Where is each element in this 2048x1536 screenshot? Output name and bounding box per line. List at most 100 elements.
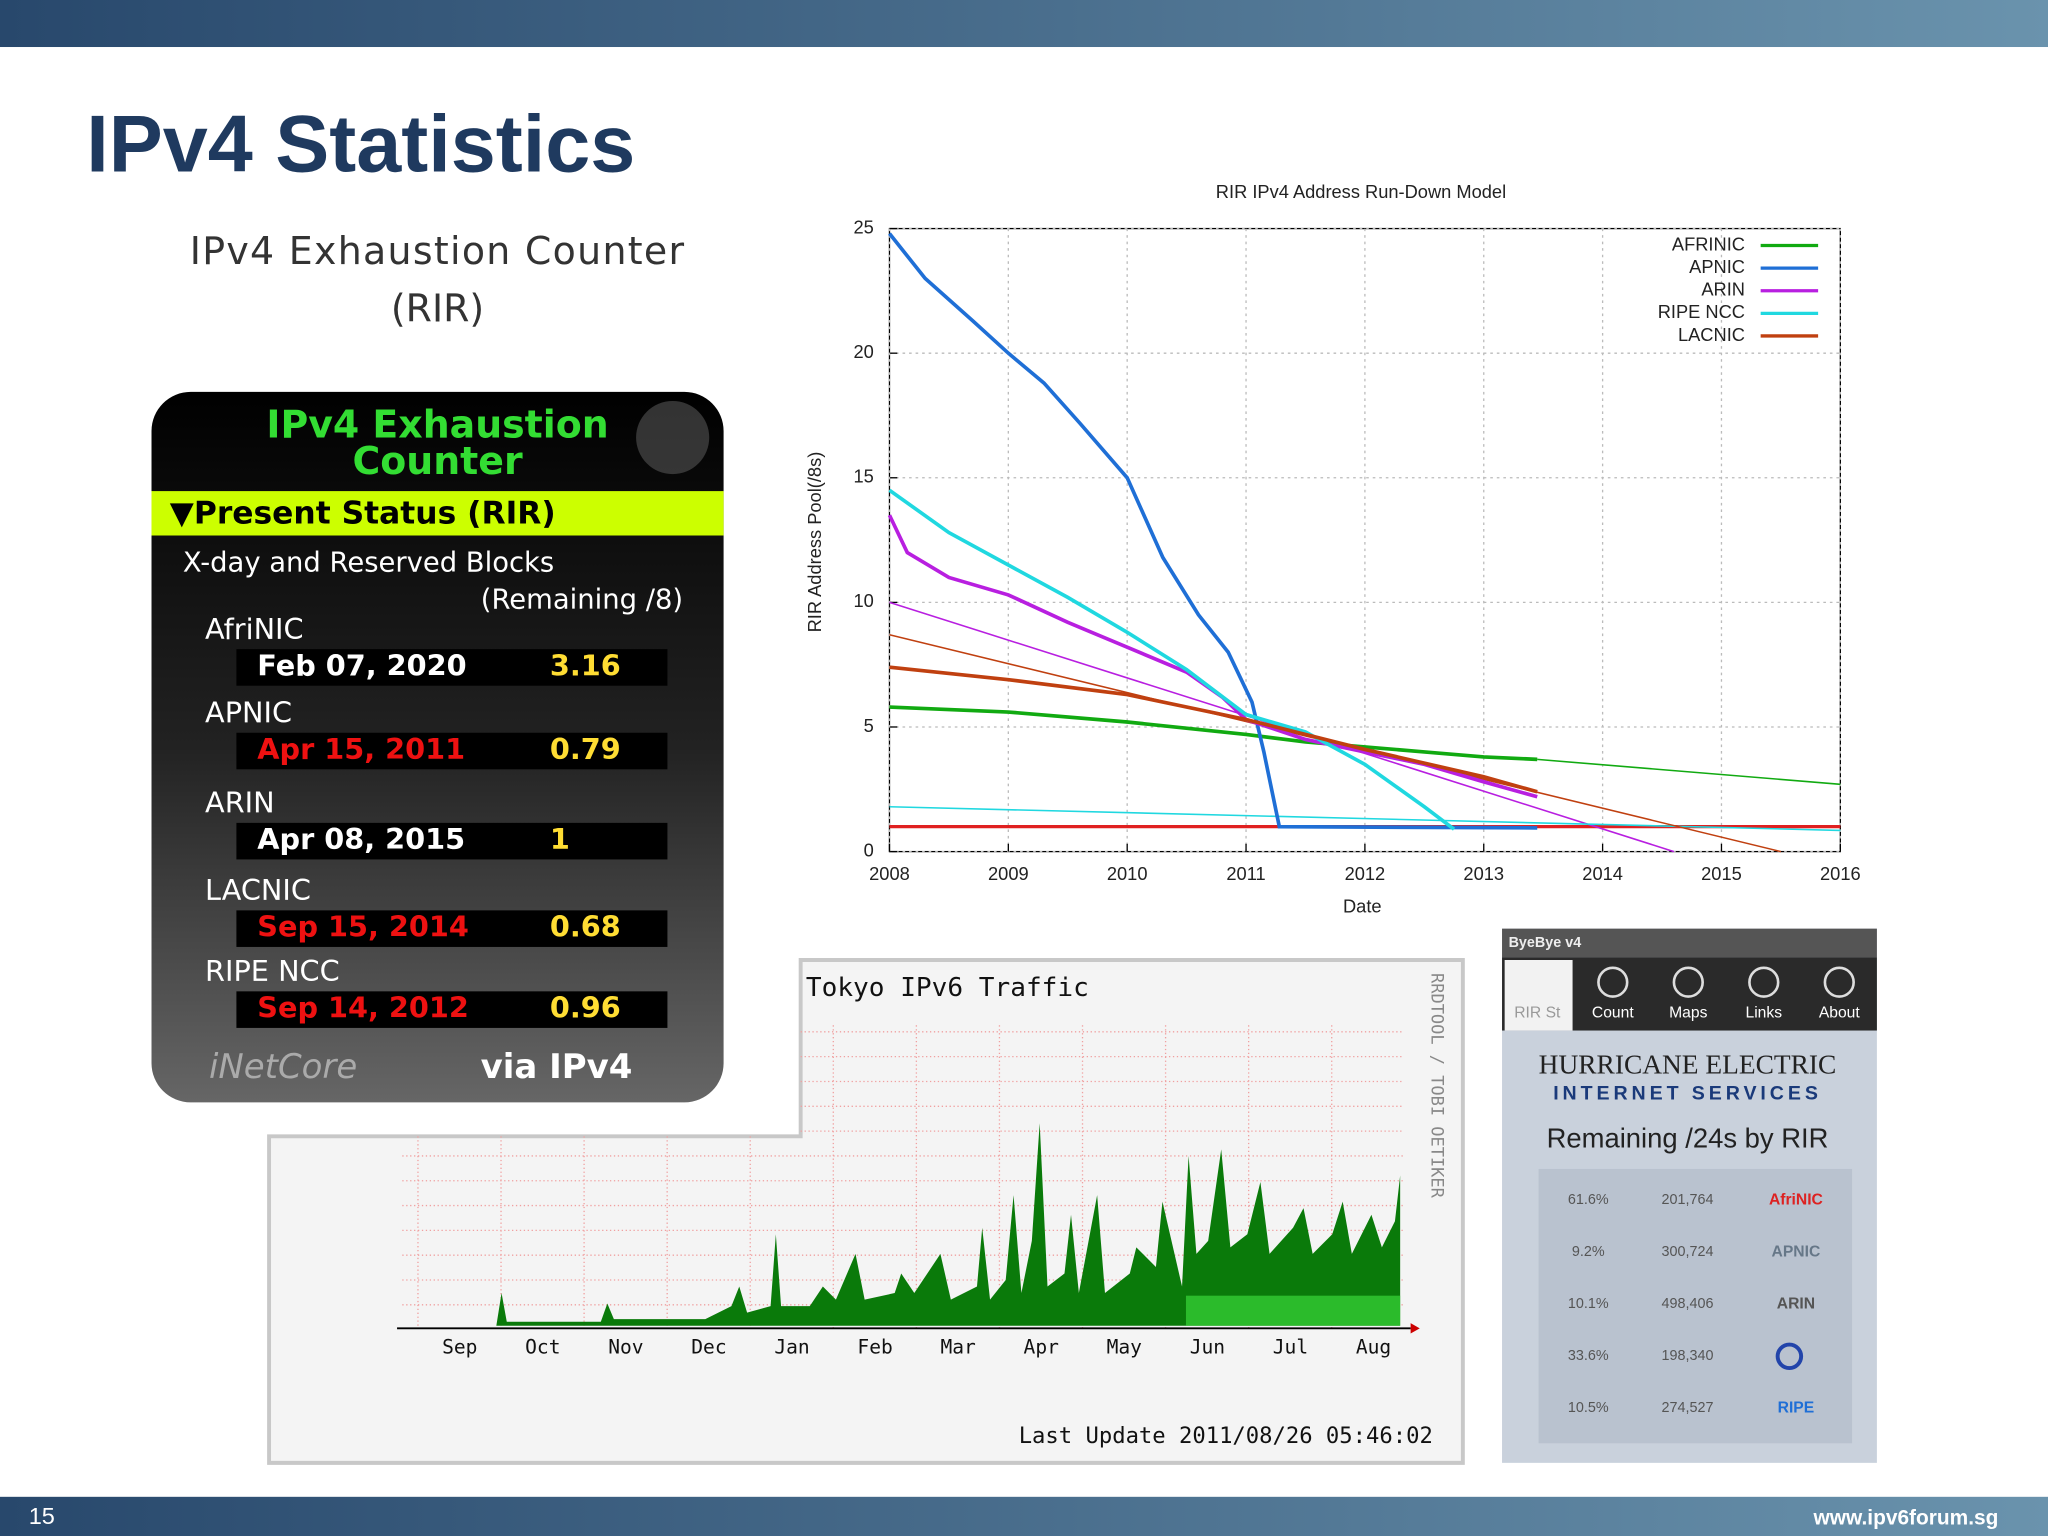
y-tick-label: 10	[853, 590, 873, 611]
traffic-area	[402, 1123, 1401, 1326]
chart-title: RIR IPv4 Address Run-Down Model	[1216, 181, 1506, 202]
legend-label: APNIC	[1689, 256, 1745, 277]
month-label: Dec	[691, 1335, 726, 1358]
month-label: Jun	[1190, 1335, 1225, 1358]
tab-icon	[1597, 966, 1629, 998]
remaining: 1	[550, 822, 570, 856]
traffic-title: Tokyo IPv6 Traffic	[806, 973, 1089, 1003]
rir-count: 201,764	[1662, 1192, 1714, 1208]
app-title: ByeBye v4	[1509, 935, 1582, 951]
x-tick-label: 2016	[1820, 863, 1861, 884]
month-label: Oct	[525, 1335, 560, 1358]
rir-name: RIPE NCC	[205, 954, 340, 988]
rir-name: APNIC	[205, 695, 292, 729]
top-bar	[0, 0, 2048, 48]
month-label: Mar	[940, 1335, 976, 1358]
remaining: 0.79	[550, 732, 621, 766]
status-label: ▼Present Status (RIR)	[170, 496, 556, 532]
y-tick-label: 5	[864, 715, 874, 736]
tab-label: About	[1819, 1005, 1861, 1022]
widget-title: Counter	[352, 439, 522, 483]
rir-logo: ARIN	[1777, 1295, 1815, 1312]
x-day: Sep 15, 2014	[257, 910, 469, 944]
byebye-app: ByeBye v4 HURRICANE ELECTRIC INTERNET SE…	[1502, 928, 1877, 1463]
rir-logo	[1775, 1342, 1804, 1370]
footer-url: www.ipv6forum.sg	[1813, 1507, 1999, 1530]
x-tick-label: 2015	[1701, 863, 1742, 884]
y-tick-label: 15	[853, 466, 873, 487]
y-axis-label: RIR Address Pool(/8s)	[804, 452, 825, 633]
x-tick-label: 2010	[1107, 863, 1148, 884]
remaining: 0.68	[550, 910, 621, 944]
legend-label: LACNIC	[1678, 324, 1745, 345]
traffic-area	[1185, 1295, 1401, 1326]
legend-label: RIPE NCC	[1658, 301, 1745, 322]
x-day: Sep 14, 2012	[257, 991, 469, 1025]
x-day: Apr 15, 2011	[257, 732, 465, 766]
trend-line	[889, 805, 1841, 832]
series-line	[889, 665, 1538, 794]
rir-pct: 10.5%	[1568, 1400, 1609, 1416]
app-title-bar	[1502, 928, 1877, 958]
month-label: Jan	[774, 1335, 809, 1358]
series-line	[888, 232, 1538, 830]
rir-name: LACNIC	[205, 873, 311, 907]
legend-label: ARIN	[1701, 279, 1745, 300]
counter-panel: IPv4 Exhaustion Counter (RIR) IPv4 Exhau…	[151, 229, 724, 1103]
rir-name: AfriNIC	[205, 612, 304, 646]
x-day: Apr 08, 2015	[257, 822, 465, 856]
rir-pct: 33.6%	[1568, 1348, 1609, 1364]
tab-label: Maps	[1669, 1005, 1707, 1022]
rundown-chart: RIR IPv4 Address Run-Down Model Date RIR…	[796, 176, 1881, 928]
tab-icon	[1823, 966, 1855, 998]
tab-label: RIR St	[1514, 1005, 1561, 1022]
x-tick-label: 2013	[1463, 863, 1504, 884]
app-heading: Remaining /24s by RIR	[1547, 1122, 1829, 1153]
tab-label: Count	[1592, 1005, 1634, 1022]
date-box	[236, 732, 668, 770]
series-line	[889, 705, 1538, 762]
y-tick-label: 25	[853, 216, 873, 237]
rir-pct: 61.6%	[1568, 1192, 1609, 1208]
company-name: HURRICANE ELECTRIC	[1539, 1049, 1837, 1079]
month-label: Nov	[608, 1335, 643, 1358]
company-sub: INTERNET SERVICES	[1553, 1083, 1822, 1105]
rir-count: 198,340	[1662, 1348, 1714, 1364]
x-day: Feb 07, 2020	[257, 648, 466, 682]
page-number: 15	[29, 1503, 55, 1529]
remaining: 3.16	[550, 648, 621, 682]
y-tick-label: 0	[864, 839, 874, 860]
axis-arrow	[1410, 1323, 1420, 1334]
tab-icon	[1672, 966, 1704, 998]
counter-heading: (RIR)	[391, 286, 484, 330]
rir-logo: AfriNIC	[1769, 1191, 1823, 1208]
rir-logo: APNIC	[1772, 1243, 1821, 1260]
rir-count: 274,527	[1662, 1400, 1714, 1416]
x-tick-label: 2011	[1226, 863, 1265, 884]
via-label: via IPv4	[481, 1047, 633, 1087]
x-tick-label: 2009	[988, 863, 1029, 884]
month-label: Aug	[1356, 1335, 1391, 1358]
x-tick-label: 2014	[1582, 863, 1623, 884]
tab-icon	[1748, 966, 1780, 998]
status-bar	[151, 491, 724, 536]
brand: iNetCore	[209, 1047, 357, 1087]
chart-background	[796, 176, 1881, 928]
rir-count: 300,724	[1662, 1244, 1714, 1260]
traffic-side-label: RRDTOOL / TOBI OETIKER	[1427, 973, 1447, 1199]
month-label: Sep	[442, 1335, 477, 1358]
date-box	[236, 910, 668, 947]
month-label: May	[1107, 1335, 1143, 1358]
trend-line	[1537, 758, 1841, 786]
rir-pct: 9.2%	[1572, 1244, 1605, 1260]
month-label: Jul	[1273, 1335, 1308, 1358]
month-label: Apr	[1024, 1335, 1060, 1358]
rir-name: ARIN	[205, 786, 275, 820]
month-label: Feb	[857, 1335, 892, 1358]
remaining: 0.96	[550, 991, 621, 1025]
widget-title: IPv4 Exhaustion	[266, 403, 608, 447]
widget-note: (Remaining /8)	[481, 584, 683, 615]
traffic-update: Last Update 2011/08/26 05:46:02	[1019, 1423, 1433, 1449]
x-tick-label: 2008	[869, 863, 910, 884]
